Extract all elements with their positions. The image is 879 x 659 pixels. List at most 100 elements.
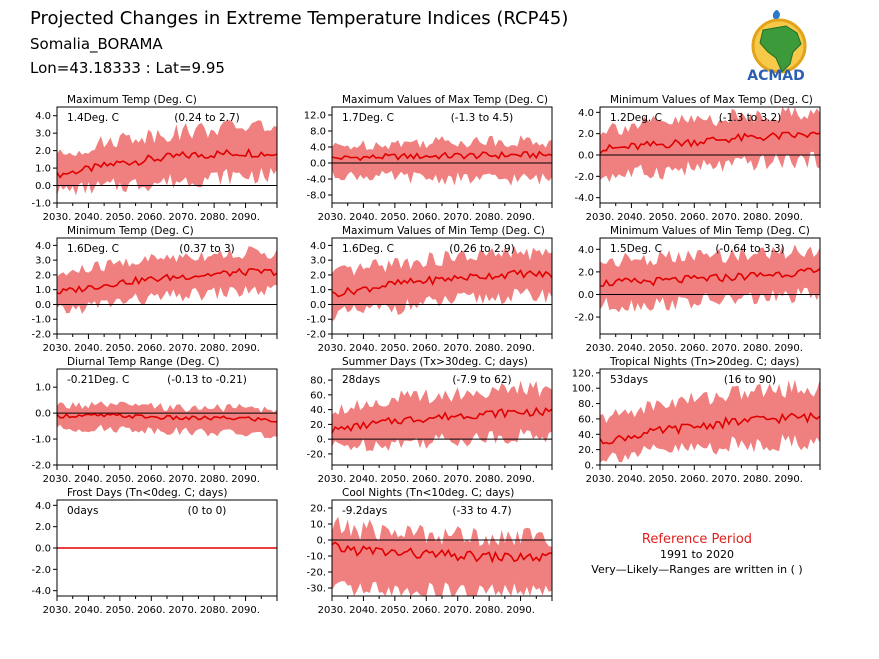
likely-range-label: (0.26 to 2.9) bbox=[449, 243, 515, 255]
chart-title: Maximum Temp (Deg. C) bbox=[67, 94, 197, 106]
x-tick-label: 2090. bbox=[774, 343, 803, 354]
likely-range-label: (-1.3 to 4.5) bbox=[451, 112, 514, 124]
x-tick-label: 2050. bbox=[106, 212, 135, 223]
likely-range-band bbox=[332, 516, 552, 596]
y-tick-label: -4.0 bbox=[574, 193, 594, 204]
y-tick-label: -2.0 bbox=[31, 330, 51, 341]
x-tick-label: 2050. bbox=[106, 343, 135, 354]
y-tick-label: 0.0 bbox=[310, 300, 326, 311]
x-tick-label: 2050. bbox=[106, 474, 135, 485]
y-tick-label: 4.0 bbox=[578, 108, 594, 119]
y-tick-label: -30. bbox=[306, 584, 326, 595]
y-tick-label: 4.0 bbox=[578, 245, 594, 256]
x-tick-label: 2050. bbox=[381, 343, 410, 354]
likely-range-label: (16 to 90) bbox=[724, 374, 776, 386]
x-tick-label: 2040. bbox=[349, 343, 378, 354]
x-tick-label: 2090. bbox=[774, 212, 803, 223]
y-tick-label: 2.0 bbox=[578, 267, 594, 278]
ensemble-mean-line bbox=[56, 147, 278, 179]
x-tick-label: 2080. bbox=[200, 474, 229, 485]
x-tick-label: 2040. bbox=[74, 343, 103, 354]
y-tick-label: 80. bbox=[310, 376, 326, 387]
y-tick-label: 4.0 bbox=[35, 111, 51, 122]
y-tick-label: 2.0 bbox=[35, 522, 51, 533]
likely-range-label: (0.37 to 3) bbox=[179, 243, 234, 255]
y-tick-label: -4.0 bbox=[306, 175, 326, 186]
acmad-logo-text: ACMAD bbox=[747, 68, 805, 84]
ensemble-mean-line bbox=[56, 413, 278, 423]
mean-change-label: -0.21Deg. C bbox=[67, 374, 129, 386]
chart-title: Minimum Values of Min Temp (Deg. C) bbox=[610, 225, 810, 237]
x-tick-label: 2070. bbox=[168, 474, 197, 485]
y-tick-label: 10. bbox=[310, 520, 326, 531]
x-tick-label: 2090. bbox=[231, 474, 260, 485]
x-tick-label: 2060. bbox=[412, 605, 441, 616]
x-tick-label: 2050. bbox=[381, 605, 410, 616]
chart-title: Summer Days (Tx>30deg. C; days) bbox=[342, 356, 528, 368]
y-tick-label: 1.0 bbox=[310, 285, 326, 296]
chart-title: Maximum Values of Max Temp (Deg. C) bbox=[342, 94, 548, 106]
chart-title: Maximum Values of Min Temp (Deg. C) bbox=[342, 225, 545, 237]
y-tick-label: 40. bbox=[578, 430, 594, 441]
y-tick-label: 3.0 bbox=[35, 256, 51, 267]
ensemble-mean-line bbox=[599, 267, 821, 288]
chart-title: Minimum Temp (Deg. C) bbox=[67, 225, 194, 237]
mean-change-label: 53days bbox=[610, 374, 648, 386]
likely-range-label: (-0.64 to 3.3) bbox=[715, 243, 784, 255]
y-tick-label: -2.0 bbox=[31, 461, 51, 472]
y-tick-label: 1.0 bbox=[35, 285, 51, 296]
x-tick-label: 2080. bbox=[743, 212, 772, 223]
y-tick-label: 0. bbox=[316, 536, 326, 547]
figure-title: Projected Changes in Extreme Temperature… bbox=[30, 8, 568, 29]
africa-map-icon bbox=[751, 10, 807, 74]
y-tick-label: 2.0 bbox=[35, 146, 51, 157]
x-tick-label: 2030. bbox=[586, 212, 615, 223]
ensemble-mean-line bbox=[56, 267, 278, 295]
x-tick-label: 2050. bbox=[381, 212, 410, 223]
y-tick-label: 4.0 bbox=[35, 241, 51, 252]
y-tick-label: -1.0 bbox=[31, 435, 51, 446]
x-tick-label: 2080. bbox=[200, 605, 229, 616]
y-tick-label: 20. bbox=[310, 420, 326, 431]
ensemble-mean-line bbox=[331, 406, 553, 434]
x-tick-label: 2030. bbox=[586, 474, 615, 485]
x-tick-label: 2070. bbox=[168, 605, 197, 616]
y-tick-label: 1.0 bbox=[35, 383, 51, 394]
y-tick-label: -1.0 bbox=[31, 199, 51, 210]
y-tick-label: 1.0 bbox=[35, 164, 51, 175]
x-tick-label: 2070. bbox=[711, 212, 740, 223]
y-tick-label: -1.0 bbox=[31, 315, 51, 326]
y-tick-label: 0.0 bbox=[578, 151, 594, 162]
x-tick-label: 2060. bbox=[680, 343, 709, 354]
x-tick-label: 2060. bbox=[412, 474, 441, 485]
ensemble-mean-line bbox=[599, 131, 821, 154]
y-tick-label: 2.0 bbox=[35, 270, 51, 281]
x-tick-label: 2060. bbox=[137, 343, 166, 354]
x-tick-label: 2070. bbox=[711, 343, 740, 354]
chart-panel: -4.0 -2.0 0.0 2.0 4.0 2030. 2040. 2050. 2060. 207… bbox=[31, 487, 278, 616]
y-tick-label: 60. bbox=[310, 390, 326, 401]
y-tick-label: 3.0 bbox=[310, 256, 326, 267]
y-tick-label: -20. bbox=[306, 568, 326, 579]
y-tick-label: 3.0 bbox=[35, 129, 51, 140]
y-tick-label: -8.0 bbox=[306, 191, 326, 202]
x-tick-label: 2070. bbox=[168, 212, 197, 223]
x-tick-label: 2080. bbox=[475, 343, 504, 354]
x-tick-label: 2090. bbox=[506, 212, 535, 223]
x-tick-label: 2070. bbox=[443, 474, 472, 485]
likely-range-band bbox=[600, 379, 820, 463]
y-tick-label: 60. bbox=[578, 414, 594, 425]
likely-range-band bbox=[57, 246, 277, 314]
x-tick-label: 2050. bbox=[649, 212, 678, 223]
y-tick-label: -4.0 bbox=[31, 586, 51, 597]
x-tick-label: 2050. bbox=[649, 343, 678, 354]
likely-range-band bbox=[57, 401, 277, 439]
y-tick-label: 0.0 bbox=[35, 544, 51, 555]
likely-range-label: (-7.9 to 62) bbox=[452, 374, 511, 386]
y-tick-label: -2.0 bbox=[574, 313, 594, 324]
y-tick-label: 2.0 bbox=[578, 129, 594, 140]
